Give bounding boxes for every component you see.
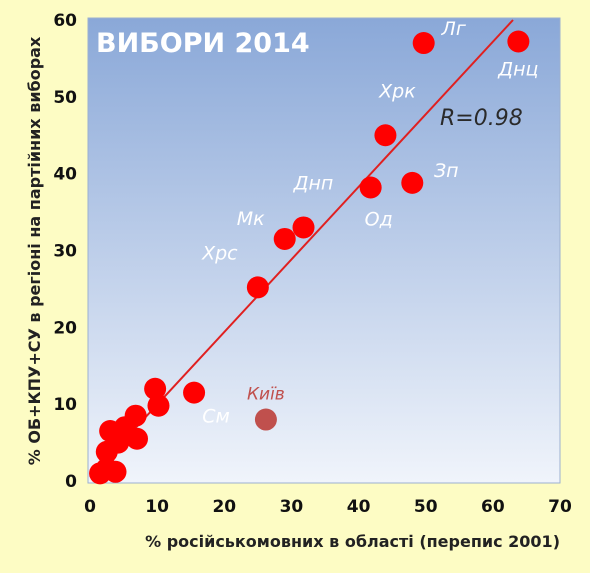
data-point [126, 427, 148, 450]
data-point [401, 171, 424, 194]
x-tick-label: 50 [414, 497, 438, 517]
data-point [144, 377, 167, 400]
tick-labels: 0 10 20 30 40 50 60 70 0 10 20 30 40 50 60 [53, 11, 572, 517]
x-tick-label: 70 [548, 497, 572, 517]
data-point [95, 457, 118, 480]
data-point [246, 276, 269, 299]
point-label: См [202, 406, 230, 428]
data-point [273, 227, 296, 250]
point-label: Лг [441, 18, 467, 40]
x-axis-title: % російськомовних в області (перепис 200… [145, 532, 560, 551]
y-axis-title: % ОБ+КПУ+СУ в регіоні на партійних вибор… [25, 36, 44, 465]
plot-border [87, 17, 561, 484]
y-tick-label: 30 [53, 242, 77, 262]
chart-title: ВИБОРИ 2014 [96, 28, 310, 59]
x-tick-label: 10 [145, 497, 169, 517]
point-label: Днц [497, 59, 538, 81]
data-point [95, 440, 118, 463]
point-label-highlight: Київ [247, 385, 285, 405]
data-point [412, 32, 435, 55]
point-label: Од [365, 208, 393, 230]
data-point [183, 381, 206, 404]
data-point [507, 30, 530, 53]
x-tick-label: 20 [212, 497, 236, 517]
data-points [89, 30, 530, 485]
data-point [292, 216, 315, 239]
point-labels: Днц Лг Хрк Зп Од Днп Мк Хрс См Київ [201, 18, 538, 428]
y-tick-label: 10 [53, 395, 77, 415]
x-tick-label: 40 [347, 497, 371, 517]
point-label: Хрк [378, 80, 416, 102]
y-tick-label: 20 [53, 318, 77, 338]
data-point [359, 176, 382, 199]
x-tick-label: 30 [280, 497, 304, 517]
correlation-annotation: R=0.98 [440, 106, 523, 131]
point-label: Хрс [201, 242, 238, 264]
data-point-highlight [254, 408, 277, 431]
point-label: Мк [237, 208, 265, 230]
point-label: Днп [293, 172, 334, 194]
data-point [147, 394, 170, 417]
y-tick-label: 40 [53, 165, 77, 185]
x-tick-label: 0 [84, 497, 96, 517]
point-label: Зп [434, 160, 459, 182]
y-tick-label: 50 [53, 88, 77, 108]
data-point [374, 124, 397, 147]
y-tick-label: 0 [65, 472, 77, 492]
x-tick-label: 60 [481, 497, 505, 517]
y-tick-label: 60 [53, 11, 77, 31]
